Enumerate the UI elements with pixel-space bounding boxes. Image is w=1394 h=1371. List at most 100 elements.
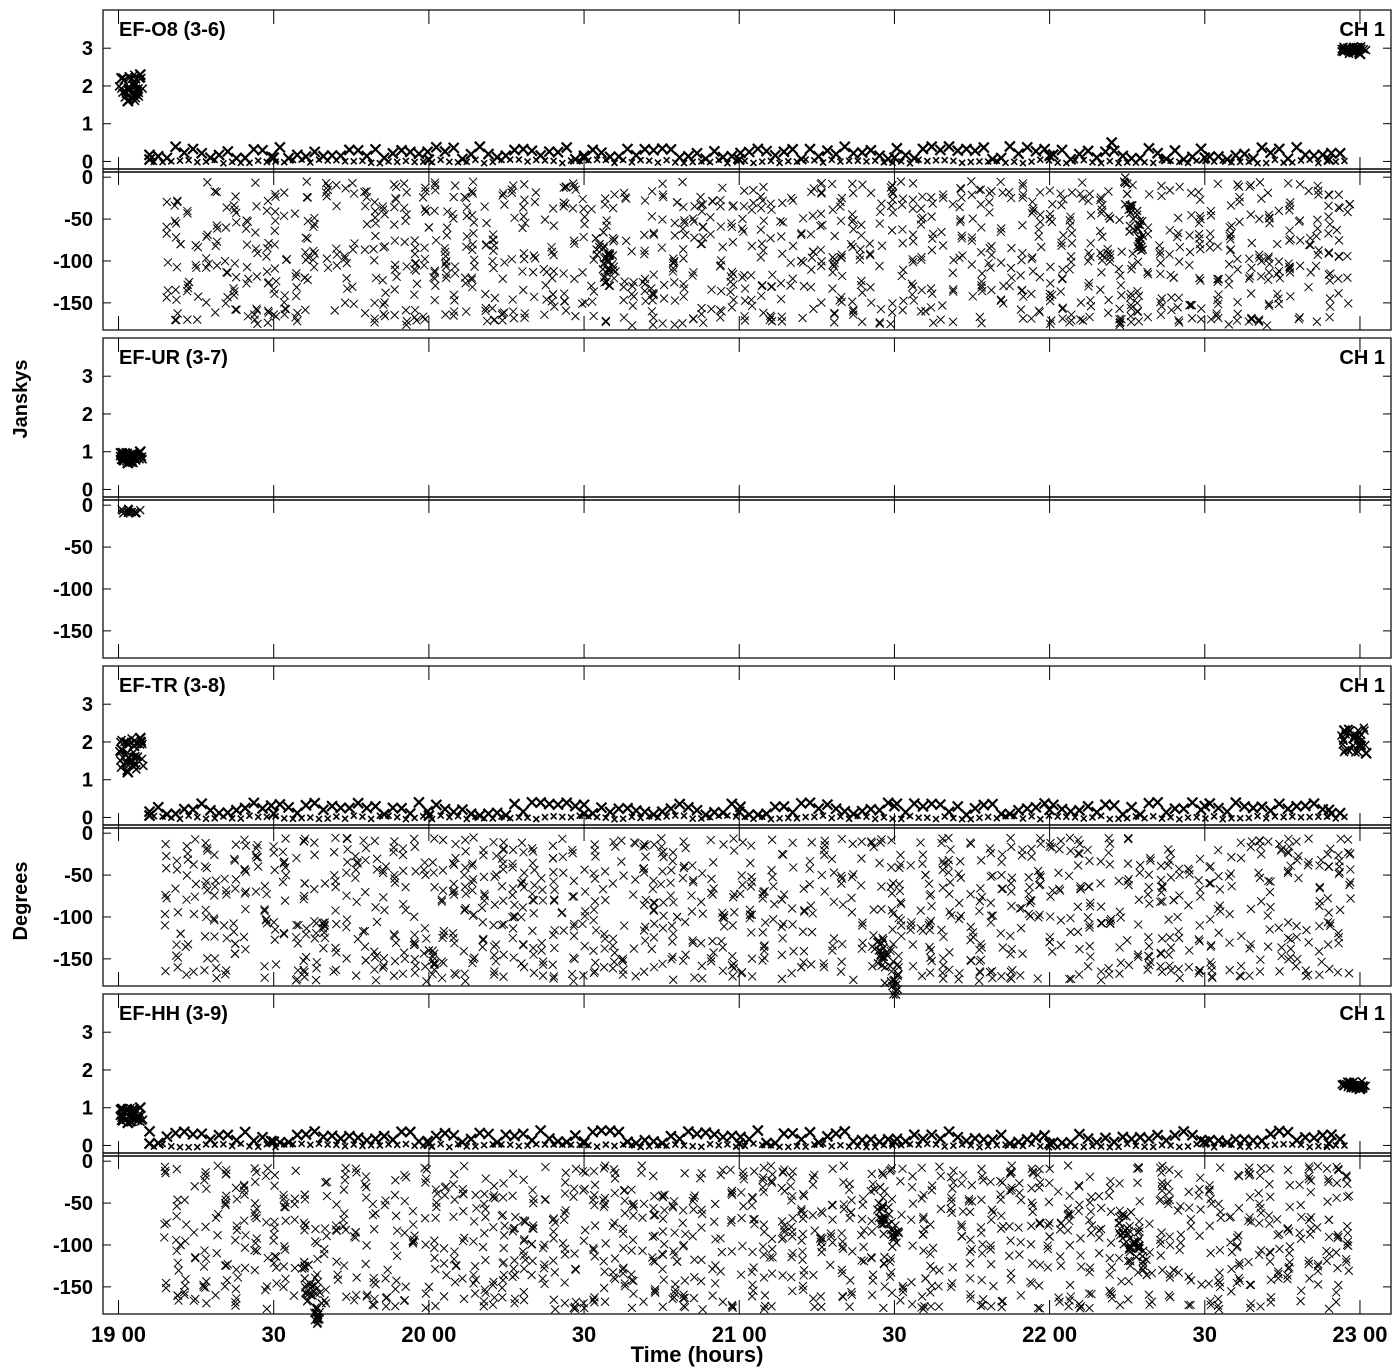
amplitude-point <box>1314 813 1322 821</box>
phase-point <box>946 1193 956 1203</box>
phase-point <box>233 1273 243 1282</box>
phase-point <box>1244 1171 1254 1180</box>
amplitude-point <box>1169 144 1181 157</box>
phase-point <box>1163 1179 1172 1189</box>
amplitude-point <box>802 1143 810 1151</box>
phase-point <box>1056 1261 1066 1270</box>
y-tick-label: -100 <box>53 907 93 929</box>
phase-point <box>1055 1252 1065 1261</box>
phase-point <box>898 305 908 315</box>
phase-point <box>352 1273 362 1282</box>
phase-point <box>805 880 815 889</box>
phase-point <box>707 196 717 206</box>
phase-point <box>351 1290 361 1300</box>
phase-point <box>390 1190 400 1200</box>
phase-point <box>628 890 638 900</box>
phase-point <box>649 270 659 280</box>
phase-point <box>280 304 290 314</box>
phase-point <box>1265 1179 1274 1189</box>
phase-point <box>1176 1238 1186 1248</box>
phase-point <box>937 301 947 310</box>
phase-point <box>279 211 289 221</box>
phase-point <box>768 1253 777 1262</box>
phase-point <box>920 1302 929 1311</box>
phase-point <box>619 282 628 292</box>
phase-point <box>648 884 658 894</box>
phase-point <box>467 245 477 255</box>
phase-point <box>817 187 826 197</box>
phase-point <box>1066 846 1075 856</box>
amplitude-point <box>1056 803 1068 815</box>
amplitude-point <box>178 1125 191 1138</box>
phase-point <box>507 254 517 264</box>
phase-point <box>658 1227 668 1236</box>
phase-point <box>498 274 508 284</box>
phase-point <box>1025 911 1035 921</box>
phase-point <box>1254 315 1264 324</box>
phase-point <box>728 921 738 930</box>
phase-point <box>887 1230 897 1240</box>
phase-point <box>353 934 363 944</box>
phase-point <box>509 313 519 323</box>
phase-point <box>955 202 965 212</box>
phase-point <box>588 1243 598 1253</box>
phase-point <box>719 840 728 849</box>
phase-point <box>718 966 728 976</box>
amplitude-point <box>1256 141 1268 154</box>
phase-point <box>690 202 699 211</box>
phase-point <box>779 1225 789 1234</box>
phase-point <box>1158 883 1167 893</box>
phase-point <box>1284 842 1294 851</box>
phase-point <box>798 313 807 323</box>
phase-point <box>887 905 897 915</box>
amplitude-point <box>515 1142 523 1150</box>
phase-point <box>727 222 737 232</box>
phase-point <box>746 270 756 280</box>
phase-point <box>1334 252 1344 262</box>
phase-point <box>1285 201 1295 211</box>
phase-point <box>1163 860 1173 870</box>
phase-point <box>830 308 839 318</box>
phase-point <box>1007 1185 1016 1195</box>
phase-point <box>670 320 680 330</box>
phase-point <box>529 251 539 261</box>
amplitude-point <box>526 796 538 809</box>
phase-point <box>561 306 571 315</box>
phase-point <box>570 239 579 249</box>
amplitude-point <box>387 802 399 814</box>
phase-point <box>1165 250 1174 259</box>
phase-point <box>450 1277 460 1287</box>
phase-point <box>658 867 667 876</box>
phase-point <box>252 1204 262 1214</box>
phase-point <box>858 938 868 948</box>
phase-point <box>418 193 428 202</box>
phase-point <box>1016 305 1026 314</box>
amplitude-point <box>482 1128 495 1140</box>
phase-point <box>362 1292 372 1301</box>
phase-point <box>449 860 459 870</box>
phase-point <box>1064 871 1074 881</box>
phase-point <box>318 924 328 933</box>
phase-point <box>1066 1209 1076 1219</box>
phase-point <box>689 267 698 277</box>
phase-point <box>776 232 786 241</box>
phase-point <box>887 1194 897 1204</box>
phase-point <box>1104 187 1113 196</box>
phase-point <box>171 1235 181 1245</box>
phase-point <box>727 1300 737 1310</box>
phase-point <box>219 921 229 930</box>
phase-point <box>499 1178 509 1188</box>
phase-point <box>672 1257 682 1267</box>
phase-point <box>797 1204 806 1214</box>
phase-point <box>421 1240 430 1249</box>
phase-point <box>1291 961 1301 971</box>
phase-point <box>1006 1169 1015 1179</box>
phase-point <box>670 296 680 305</box>
phase-point <box>786 1196 796 1205</box>
phase-point <box>1143 269 1153 279</box>
amplitude-point <box>1325 147 1338 159</box>
phase-point <box>816 1291 826 1301</box>
amplitude-point <box>237 1140 245 1148</box>
phase-point <box>241 904 250 914</box>
phase-point <box>1304 1174 1314 1184</box>
